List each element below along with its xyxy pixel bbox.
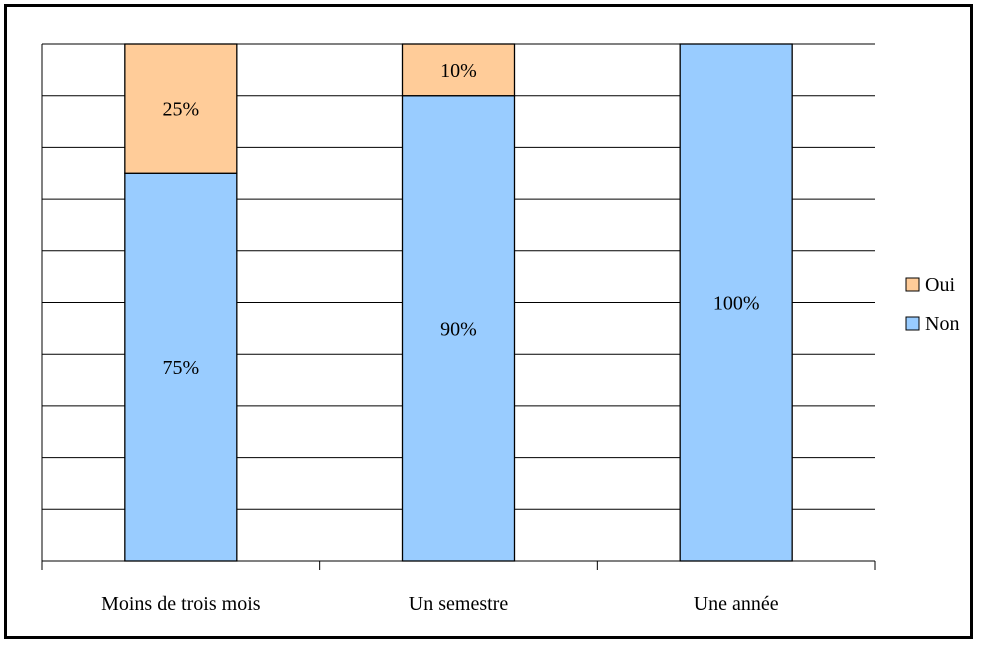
- x-tick-label-moins-de-trois-mois: Moins de trois mois: [101, 593, 261, 615]
- data-label-oui-un-semestre: 10%: [440, 60, 477, 82]
- x-axis: Moins de trois mois Un semestre Une année: [41, 560, 876, 615]
- legend-swatch-oui: [905, 277, 920, 292]
- bar-non-moins-de-trois-mois: [124, 172, 238, 562]
- bar-oui-un-semestre: [401, 43, 516, 97]
- data-label-non-moins-de-trois-mois: 75%: [162, 357, 199, 379]
- bar-data-labels: 75% 25% 90% 10% 100%: [162, 60, 759, 379]
- legend-label-oui: Oui: [925, 274, 955, 296]
- bar-oui-moins-de-trois-mois: [124, 43, 238, 174]
- bars: [124, 43, 793, 562]
- data-label-oui-moins-de-trois-mois: 25%: [162, 99, 199, 121]
- x-tick-label-un-semestre: Un semestre: [409, 593, 509, 615]
- data-label-non-un-semestre: 90%: [440, 318, 477, 340]
- legend-swatch-non: [905, 316, 920, 331]
- bar-non-un-semestre: [401, 95, 516, 562]
- x-tick-label-une-annee: Une année: [694, 593, 779, 615]
- legend-label-non: Non: [925, 313, 959, 335]
- legend: Oui Non: [905, 274, 959, 335]
- bar-non-une-annee: [679, 43, 793, 562]
- data-label-non-une-annee: 100%: [713, 293, 760, 315]
